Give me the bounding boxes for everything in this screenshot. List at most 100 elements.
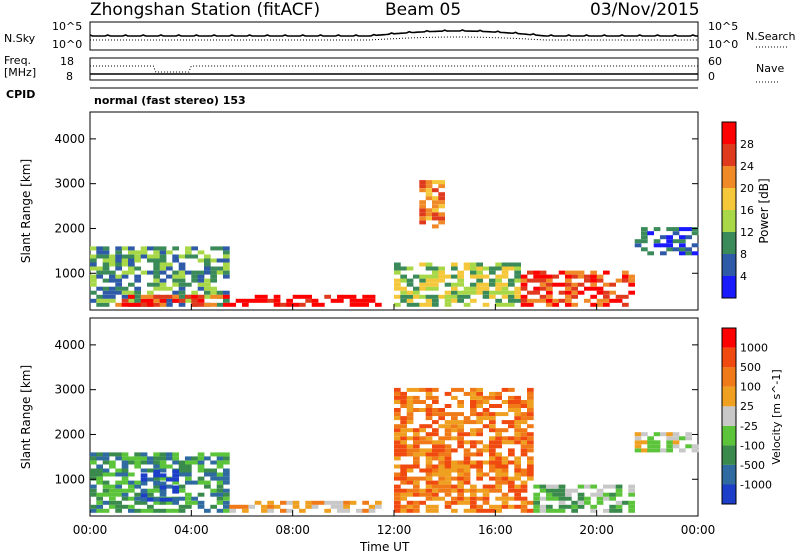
data-cell [394, 504, 401, 509]
data-cell [394, 456, 401, 461]
data-cell [451, 274, 458, 279]
data-cell [330, 504, 338, 509]
data-cell [185, 254, 192, 259]
data-cell [432, 420, 439, 425]
data-cell [90, 258, 97, 263]
data-cell [634, 239, 642, 244]
data-cell [121, 270, 129, 275]
data-cell [375, 500, 382, 505]
data-cell [419, 302, 426, 307]
data-cell [166, 286, 173, 291]
data-cell [539, 278, 547, 283]
data-cell [109, 270, 116, 275]
data-cell [311, 302, 319, 307]
data-cell [489, 476, 496, 481]
data-cell [96, 456, 103, 461]
data-cell [394, 282, 401, 287]
data-cell [444, 500, 452, 505]
data-cell [166, 266, 173, 271]
data-cell [425, 298, 433, 303]
data-cell [476, 488, 483, 493]
data-cell [438, 270, 445, 275]
data-cell [159, 468, 167, 473]
data-cell [514, 408, 521, 412]
data-cell [425, 286, 433, 291]
data-cell [653, 243, 661, 248]
data-cell [140, 270, 148, 275]
data-cell [172, 508, 179, 513]
data-cell [134, 298, 141, 303]
data-cell [432, 456, 439, 461]
data-cell [419, 278, 426, 283]
data-cell [90, 484, 97, 489]
data-cell [425, 266, 433, 271]
data-cell [432, 432, 439, 437]
data-cell [653, 444, 661, 449]
data-cell [134, 492, 141, 497]
data-cell [337, 508, 344, 513]
data-cell [470, 274, 477, 279]
data-cell [400, 424, 407, 429]
data-cell [476, 432, 483, 437]
data-cell [463, 294, 471, 299]
data-cell [425, 274, 433, 279]
data-cell [558, 484, 566, 489]
data-cell [115, 246, 122, 251]
data-cell [311, 504, 319, 509]
data-cell [121, 286, 129, 291]
data-cell [520, 282, 528, 287]
data-cell [178, 472, 186, 477]
data-cell [508, 488, 515, 493]
data-cell [128, 254, 135, 259]
data-cell [349, 294, 357, 299]
data-cell [596, 302, 604, 307]
data-cell [406, 298, 414, 303]
data-cell [444, 290, 452, 295]
data-cell [178, 460, 186, 465]
power-colorbar-label: Power [dB] [757, 178, 771, 243]
data-cell [115, 488, 122, 493]
data-cell [128, 302, 135, 307]
data-cell [159, 452, 167, 457]
data-cell [134, 496, 141, 501]
data-cell [438, 416, 445, 421]
colorbar-tick-label: 16 [740, 204, 754, 217]
data-cell [419, 424, 426, 429]
data-cell [622, 278, 629, 283]
colorbar-tick-label: 28 [740, 138, 754, 151]
data-cell [622, 270, 629, 275]
data-cell [216, 480, 224, 485]
data-cell [685, 444, 692, 449]
data-cell [476, 428, 483, 433]
data-cell [406, 404, 414, 408]
data-cell [444, 464, 452, 469]
data-cell [641, 432, 648, 437]
data-cell [204, 278, 211, 283]
data-cell [451, 412, 458, 417]
data-cell [204, 290, 211, 295]
y-tick-label: 1000 [54, 266, 85, 280]
freq-panel: Freq. [MHz] 18 8 60 0 Nave CPID normal (… [4, 54, 784, 107]
data-cell [102, 294, 110, 299]
data-cell [406, 508, 414, 513]
data-cell [140, 473, 148, 478]
colorbar-tick-label: -25 [740, 420, 758, 433]
data-cell [400, 294, 407, 299]
data-cell [501, 428, 509, 433]
data-cell [482, 266, 490, 271]
data-cell [432, 200, 439, 205]
data-cell [546, 282, 553, 287]
data-cell [115, 504, 122, 509]
data-cell [520, 274, 528, 279]
data-cell [508, 282, 515, 287]
data-cell [406, 408, 414, 412]
data-cell [102, 250, 110, 255]
colorbar-swatch [722, 210, 736, 232]
data-cell [261, 294, 268, 299]
data-cell [470, 395, 477, 400]
data-cell [223, 270, 230, 275]
data-cell [419, 500, 426, 505]
data-cell [197, 504, 205, 509]
data-cell [90, 508, 97, 513]
